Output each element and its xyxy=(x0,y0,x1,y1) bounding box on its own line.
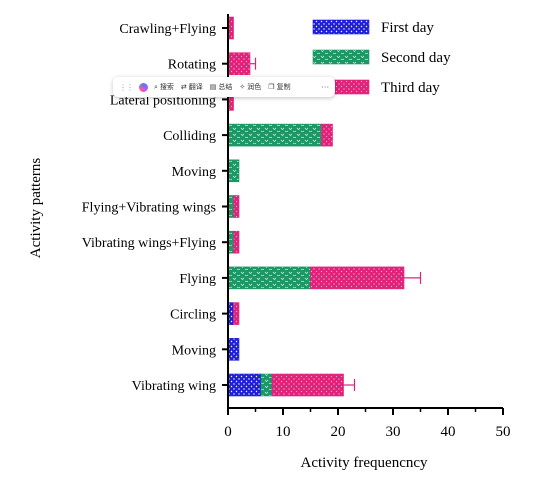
toolbar-item-label: 翻译 xyxy=(188,83,203,91)
x-tick-label-0: 0 xyxy=(224,424,232,440)
y-tick-label-2: Lateral positioning xyxy=(110,93,216,108)
y-tick-label-5: Flying+Vibrating wings xyxy=(82,201,216,216)
bar-3-8 xyxy=(233,302,240,325)
legend-label-3: Third day xyxy=(381,80,440,96)
bar-3-5 xyxy=(233,195,240,218)
plot-area: Crawling+Flying Rotating Lateral positioni… xyxy=(82,14,511,440)
bar-2-3 xyxy=(227,123,322,147)
toolbar-item-0[interactable]: ⌕ 搜索 xyxy=(154,82,174,92)
floating-toolbar: ⋮⋮ ⌕ 搜索 ⇄ 翻译 ▤ 总结 ✧ 润色 ❐ 复制 ··· xyxy=(113,77,335,97)
bar-2-10 xyxy=(260,373,273,397)
bar-2-7 xyxy=(227,266,311,290)
polish-icon: ✧ xyxy=(239,83,246,91)
x-tick-label-4: 40 xyxy=(441,424,456,440)
bar-3-3 xyxy=(321,123,333,147)
x-tick-label-3: 30 xyxy=(386,424,401,440)
toolbar-item-2[interactable]: ▤ 总结 xyxy=(210,82,233,92)
bar-3-6 xyxy=(233,230,240,254)
copy-icon: ❐ xyxy=(268,83,275,91)
x-tick-label-2: 20 xyxy=(331,424,346,440)
bar-1-10 xyxy=(227,373,262,397)
translate-icon: ⇄ xyxy=(180,83,187,91)
more-options-button[interactable]: ··· xyxy=(321,82,329,92)
toolbar-item-1[interactable]: ⇄ 翻译 xyxy=(181,82,203,92)
y-tick-label-9: Moving xyxy=(172,343,216,358)
x-tick-label-1: 10 xyxy=(276,424,291,440)
bar-3-7 xyxy=(310,266,405,290)
bar-3-1 xyxy=(227,52,251,76)
bar-3-10 xyxy=(271,373,344,397)
y-tick-label-6: Vibrating wings+Flying xyxy=(82,236,216,251)
y-tick-label-4: Moving xyxy=(172,165,216,180)
toolbar-item-3[interactable]: ✧ 润色 xyxy=(239,82,261,92)
y-tick-label-0: Crawling+Flying xyxy=(119,22,216,37)
legend-label-1: First day xyxy=(381,20,434,36)
x-axis-label: Activity frequencncy xyxy=(300,455,428,471)
y-tick-label-7: Flying xyxy=(179,272,216,287)
toolbar-item-label: 总结 xyxy=(218,83,233,91)
x-tick-label-5: 50 xyxy=(496,424,511,440)
drag-handle-icon[interactable]: ⋮⋮ xyxy=(119,82,134,92)
y-tick-label-1: Rotating xyxy=(168,58,216,73)
legend-label-2: Second day xyxy=(381,50,451,66)
bar-1-9 xyxy=(227,337,240,361)
legend: First day Second day Third day xyxy=(312,19,451,96)
y-tick-label-3: Colliding xyxy=(163,129,216,144)
legend-swatch-1 xyxy=(312,19,370,35)
y-tick-label-10: Vibrating wing xyxy=(132,379,216,394)
assistant-logo-icon[interactable] xyxy=(139,82,148,92)
y-tick-label-8: Circling xyxy=(170,308,216,323)
bar-2-4 xyxy=(227,159,240,183)
summary-icon: ▤ xyxy=(209,83,217,91)
search-icon: ⌕ xyxy=(154,82,158,91)
legend-swatch-2 xyxy=(312,49,370,65)
toolbar-item-label: 润色 xyxy=(247,83,262,91)
toolbar-item-label: 搜索 xyxy=(159,83,174,91)
toolbar-item-4[interactable]: ❐ 复制 xyxy=(268,82,290,92)
toolbar-item-label: 复制 xyxy=(276,83,291,91)
y-axis-label: Activity patterns xyxy=(28,158,44,259)
